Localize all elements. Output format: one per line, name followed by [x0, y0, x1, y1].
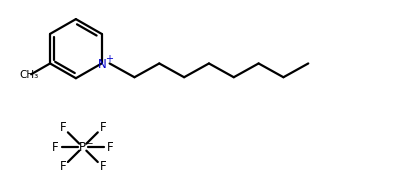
Text: F: F	[60, 160, 66, 173]
Text: F: F	[99, 160, 106, 173]
Text: F: F	[52, 141, 58, 154]
Text: +: +	[105, 54, 113, 64]
Text: CH₃: CH₃	[20, 70, 39, 80]
Text: P: P	[79, 141, 86, 154]
Text: N: N	[98, 58, 107, 71]
Text: F: F	[107, 141, 114, 154]
Text: −: −	[85, 138, 92, 147]
Text: F: F	[60, 121, 66, 134]
Text: F: F	[99, 121, 106, 134]
